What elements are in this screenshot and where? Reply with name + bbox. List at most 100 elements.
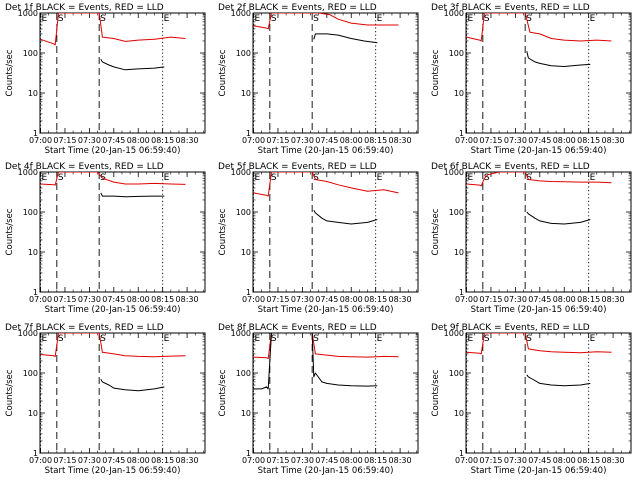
x-tick-label: 07:45 bbox=[528, 136, 551, 145]
plot-frame bbox=[465, 12, 632, 134]
chart-title: Det 6f BLACK = Events, RED = LLD bbox=[431, 162, 590, 172]
marker-label: E bbox=[255, 14, 261, 24]
x-tick-label: 08:15 bbox=[151, 136, 174, 145]
y-tick-label: 1000 bbox=[444, 9, 464, 18]
chart-panel-4: Det 4f BLACK = Events, RED = LLD 1 10 100 10… bbox=[5, 162, 206, 315]
events-series-line bbox=[100, 58, 165, 71]
marker-label: S bbox=[484, 334, 490, 344]
events-series-line bbox=[253, 333, 378, 390]
y-tick-label: 100 bbox=[23, 369, 38, 378]
x-tick-label: 08:30 bbox=[602, 136, 625, 145]
x-tick-label: 08:15 bbox=[364, 136, 387, 145]
x-tick-label: 07:00 bbox=[29, 136, 52, 145]
marker-label: E bbox=[164, 334, 170, 344]
y-tick-label: 1000 bbox=[18, 329, 38, 338]
x-tick-label: 08:30 bbox=[389, 295, 412, 304]
chart-title: Det 9f BLACK = Events, RED = LLD bbox=[431, 323, 590, 333]
y-tick-label: 1000 bbox=[18, 9, 38, 18]
plot-frame bbox=[252, 332, 419, 454]
x-tick-label: 08:15 bbox=[364, 295, 387, 304]
marker-label: E bbox=[590, 14, 596, 24]
plot-frame bbox=[465, 171, 632, 293]
x-axis-label: Start Time (20-Jan-15 06:59:40) bbox=[471, 305, 607, 315]
x-tick-label: 07:30 bbox=[504, 456, 527, 465]
x-tick-label: 08:30 bbox=[176, 136, 199, 145]
x-tick-label: 07:15 bbox=[53, 295, 76, 304]
x-tick-label: 08:00 bbox=[553, 136, 576, 145]
x-tick-label: 08:30 bbox=[389, 136, 412, 145]
y-tick-label: 100 bbox=[236, 208, 251, 217]
plot-frame bbox=[252, 171, 419, 293]
chart-panel-7: Det 7f BLACK = Events, RED = LLD 1 10 100 10… bbox=[5, 323, 206, 476]
x-tick-label: 07:15 bbox=[479, 295, 502, 304]
y-tick-label: 100 bbox=[23, 49, 38, 58]
y-axis-label: Counts/sec bbox=[431, 208, 441, 255]
marker-label: E bbox=[590, 334, 596, 344]
x-tick-label: 07:45 bbox=[528, 295, 551, 304]
x-tick-label: 07:45 bbox=[102, 295, 125, 304]
marker-label: S bbox=[526, 173, 532, 183]
x-axis-label: Start Time (20-Jan-15 06:59:40) bbox=[471, 146, 607, 156]
x-tick-label: 08:15 bbox=[577, 295, 600, 304]
y-axis-label: Counts/sec bbox=[218, 49, 228, 96]
x-tick-label: 08:30 bbox=[389, 456, 412, 465]
lld-series-line bbox=[466, 13, 612, 42]
chart-panel-8: Det 8f BLACK = Events, RED = LLD 1 10 100 10… bbox=[218, 323, 419, 476]
lld-series-line bbox=[40, 333, 186, 358]
y-tick-label: 1 bbox=[459, 449, 464, 458]
chart-title: Det 3f BLACK = Events, RED = LLD bbox=[431, 3, 590, 13]
x-tick-label: 07:30 bbox=[504, 136, 527, 145]
marker-label: S bbox=[58, 14, 64, 24]
x-tick-label: 07:15 bbox=[266, 456, 289, 465]
x-tick-label: 07:00 bbox=[29, 456, 52, 465]
x-tick-label: 07:00 bbox=[242, 295, 265, 304]
x-tick-label: 08:15 bbox=[577, 136, 600, 145]
x-tick-label: 07:00 bbox=[242, 136, 265, 145]
x-tick-label: 07:15 bbox=[479, 136, 502, 145]
y-tick-label: 1 bbox=[459, 288, 464, 297]
chart-panel-6: Det 6f BLACK = Events, RED = LLD 1 10 100 10… bbox=[431, 162, 632, 315]
y-axis-label: Counts/sec bbox=[218, 369, 228, 416]
marker-label: S bbox=[313, 173, 319, 183]
marker-label: E bbox=[468, 173, 474, 183]
marker-label: E bbox=[468, 334, 474, 344]
x-tick-label: 08:30 bbox=[176, 456, 199, 465]
plot-frame bbox=[252, 12, 419, 134]
y-tick-label: 100 bbox=[449, 369, 464, 378]
chart-panel-2: Det 2f BLACK = Events, RED = LLD 1 10 100 10… bbox=[218, 3, 419, 156]
events-series-line bbox=[313, 33, 378, 44]
chart-title: Det 1f BLACK = Events, RED = LLD bbox=[5, 3, 164, 13]
marker-label: S bbox=[313, 14, 319, 24]
lld-series-line bbox=[253, 13, 399, 30]
x-tick-label: 07:45 bbox=[315, 295, 338, 304]
y-tick-label: 1000 bbox=[231, 168, 251, 177]
chart-title: Det 5f BLACK = Events, RED = LLD bbox=[218, 162, 377, 172]
y-tick-label: 1000 bbox=[444, 168, 464, 177]
y-tick-label: 1000 bbox=[231, 329, 251, 338]
y-tick-label: 10 bbox=[28, 248, 38, 257]
lld-series-line bbox=[253, 333, 399, 359]
chart-title: Det 4f BLACK = Events, RED = LLD bbox=[5, 162, 164, 172]
x-tick-label: 07:15 bbox=[53, 136, 76, 145]
x-tick-label: 07:30 bbox=[504, 295, 527, 304]
x-tick-label: 07:45 bbox=[102, 456, 125, 465]
marker-label: S bbox=[271, 173, 277, 183]
chart-panel-3: Det 3f BLACK = Events, RED = LLD 1 10 100 10… bbox=[431, 3, 632, 156]
x-tick-label: 08:00 bbox=[553, 295, 576, 304]
marker-label: S bbox=[526, 14, 532, 24]
y-axis-label: Counts/sec bbox=[5, 208, 15, 255]
lld-series-line bbox=[40, 172, 186, 186]
marker-label: S bbox=[313, 334, 319, 344]
marker-label: S bbox=[100, 334, 106, 344]
y-axis-label: Counts/sec bbox=[218, 208, 228, 255]
x-tick-label: 07:00 bbox=[455, 136, 478, 145]
marker-label: E bbox=[42, 14, 48, 24]
y-tick-label: 10 bbox=[28, 89, 38, 98]
marker-label: E bbox=[377, 14, 383, 24]
y-tick-label: 1 bbox=[459, 129, 464, 138]
events-series-line bbox=[313, 210, 378, 225]
marker-label: S bbox=[271, 14, 277, 24]
y-tick-label: 100 bbox=[449, 49, 464, 58]
marker-label: S bbox=[100, 14, 106, 24]
